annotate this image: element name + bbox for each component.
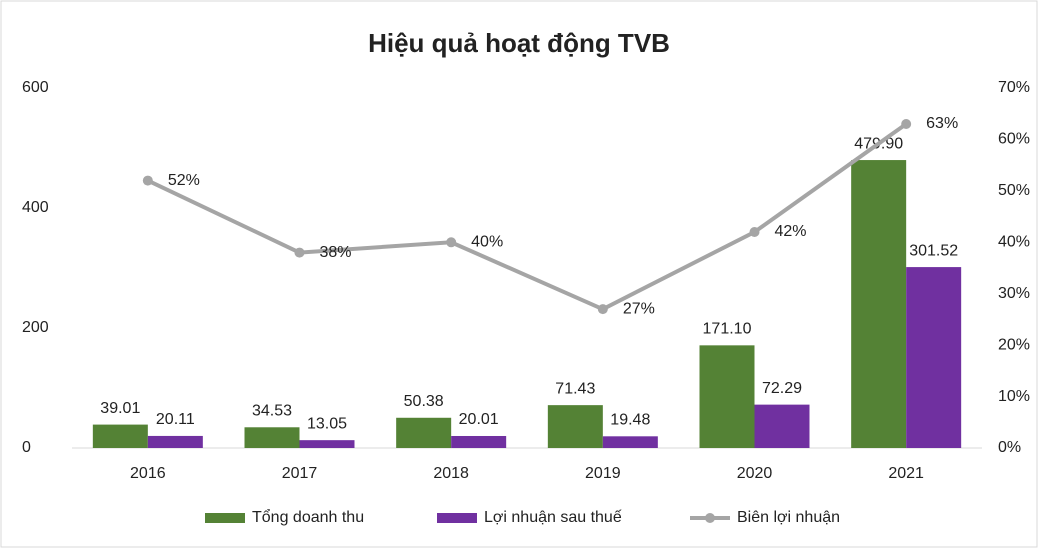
line-marker (749, 227, 760, 237)
data-label: 40% (471, 234, 503, 251)
y2-tick-label: 10% (998, 388, 1030, 405)
bar (906, 267, 962, 448)
y2-tick-label: 30% (998, 285, 1030, 302)
x-tick-label: 2018 (433, 465, 469, 482)
y2-tick-label: 0% (998, 439, 1021, 456)
chart-title: Hiệu quả hoạt động TVB (368, 28, 670, 58)
data-label: 171.10 (703, 321, 752, 338)
y-tick-label: 0 (22, 439, 31, 456)
bar (547, 405, 603, 448)
legend-marker (705, 513, 715, 523)
legend-swatch (205, 513, 245, 523)
bar (92, 424, 148, 448)
data-label: 34.53 (252, 403, 292, 420)
line-marker (142, 175, 153, 186)
data-label: 42% (775, 223, 807, 240)
y2-tick-label: 50% (998, 182, 1030, 199)
x-tick-label: 2020 (737, 465, 773, 482)
line-marker (597, 304, 608, 315)
line (146, 122, 908, 312)
legend-label: Lợi nhuận sau thuế (484, 509, 622, 526)
y2-tick-label: 60% (998, 131, 1030, 148)
data-label: 301.52 (909, 242, 958, 259)
data-label: 39.01 (100, 400, 140, 417)
data-label: 19.48 (610, 412, 650, 429)
legend-label: Tổng doanh thu (252, 508, 364, 526)
bar (299, 440, 355, 448)
x-tick-label: 2019 (585, 465, 621, 482)
bar (396, 417, 452, 448)
y-tick-label: 400 (22, 199, 49, 216)
y-tick-label: 600 (22, 79, 49, 96)
data-label: 38% (320, 244, 352, 261)
data-label: 63% (926, 115, 958, 132)
x-tick-label: 2016 (130, 465, 166, 482)
data-label: 50.38 (404, 393, 444, 410)
bar (754, 404, 810, 448)
line-marker (294, 247, 305, 258)
bar (147, 435, 203, 448)
bar (699, 345, 755, 448)
legend-swatch (437, 513, 477, 523)
bar (451, 435, 507, 448)
data-label: 71.43 (555, 380, 595, 397)
data-label: 20.11 (156, 411, 195, 428)
y2-tick-label: 70% (998, 79, 1030, 96)
y-tick-label: 200 (22, 319, 49, 336)
y2-tick-label: 20% (998, 336, 1030, 353)
bar (602, 436, 658, 448)
legend-label: Biên lợi nhuận (737, 509, 840, 526)
line-marker (446, 237, 457, 248)
data-label: 72.29 (762, 380, 802, 397)
data-label: 13.05 (307, 415, 347, 432)
bar (244, 427, 300, 448)
line-marker (901, 119, 912, 129)
data-label: 52% (168, 172, 200, 189)
data-label: 20.01 (459, 411, 499, 428)
bar (851, 160, 907, 448)
y2-tick-label: 40% (998, 234, 1030, 251)
x-tick-label: 2021 (888, 465, 924, 482)
x-tick-label: 2017 (282, 465, 318, 482)
data-label: 27% (623, 300, 655, 317)
